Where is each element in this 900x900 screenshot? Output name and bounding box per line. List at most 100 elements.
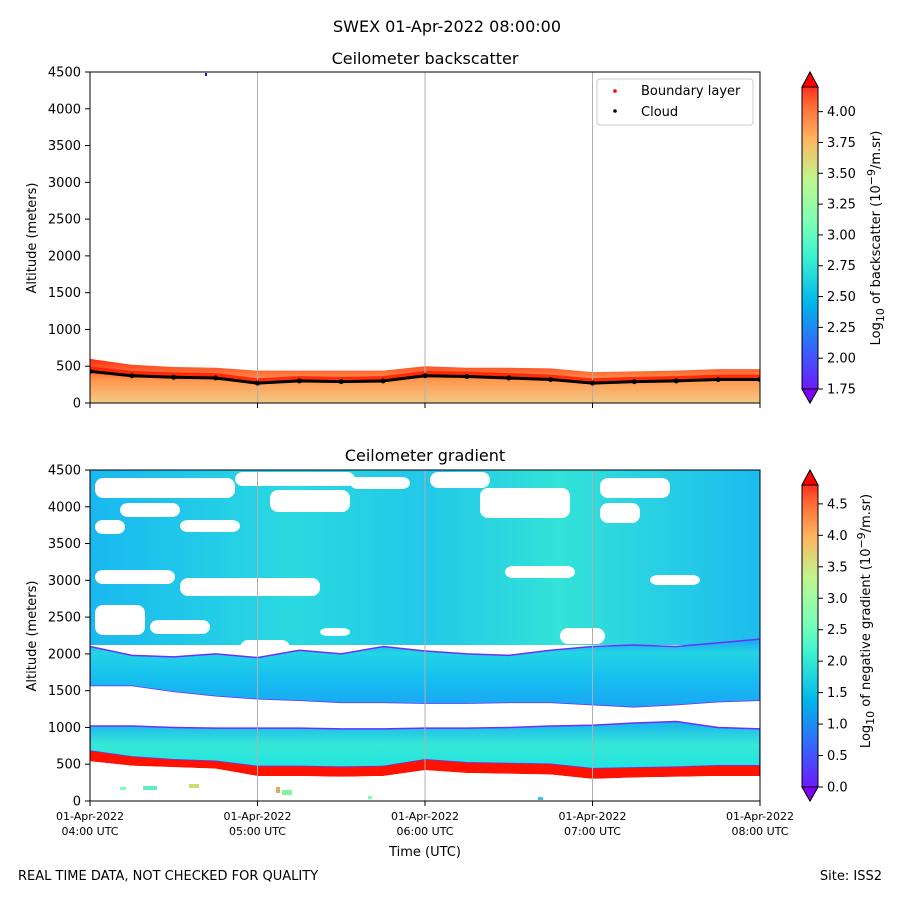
backscatter-x-axis bbox=[89, 403, 761, 408]
upper-gap bbox=[95, 520, 125, 534]
backscatter-colorbar-label: Log10 of backscatter (10−9/m.sr) bbox=[865, 131, 887, 346]
cloud-point bbox=[631, 379, 637, 385]
gradient-ytick-label: 3000 bbox=[48, 574, 81, 589]
backscatter-colorbar-tick-label: 4.00 bbox=[827, 105, 856, 120]
cloud-point bbox=[673, 378, 679, 384]
upper-gap bbox=[600, 478, 670, 498]
gradient-plot-area bbox=[90, 470, 760, 801]
gradient-ytick-label: 0 bbox=[73, 795, 81, 810]
gradient-ytick-label: 1500 bbox=[48, 684, 81, 699]
cloud-point bbox=[464, 374, 470, 380]
backscatter-colorbar-tick-label: 3.00 bbox=[827, 228, 856, 243]
cloud-point bbox=[380, 378, 386, 384]
upper-gap bbox=[350, 477, 410, 489]
cloud-point bbox=[506, 375, 512, 381]
upper-gap bbox=[270, 490, 350, 512]
legend-marker-boundary-layer bbox=[613, 89, 617, 93]
backscatter-colorbar-tick-label: 3.25 bbox=[827, 198, 856, 213]
gradient-x-axis: 01-Apr-2022 04:00 UTC 01-Apr-2022 05:00 UTC… bbox=[56, 801, 794, 838]
gradient-title: Ceilometer gradient bbox=[345, 446, 505, 465]
upper-gap bbox=[95, 570, 175, 584]
backscatter-colorbar-max-arrow bbox=[801, 70, 819, 88]
gradient-colorbar-tick-label: 3.0 bbox=[827, 592, 848, 607]
gradient-xtick-date: 01-Apr-2022 bbox=[391, 810, 459, 823]
gradient-colorbar-tick-label: 0.5 bbox=[827, 749, 848, 764]
gradient-colorbar-tick-label: 2.0 bbox=[827, 655, 848, 670]
footer-quality-note: REAL TIME DATA, NOT CHECKED FOR QUALITY bbox=[18, 869, 319, 884]
backscatter-y-axis: 0 500 1000 1500 2000 2500 3000 3500 4000 4500 bbox=[48, 66, 90, 412]
upper-gap bbox=[430, 472, 490, 488]
backscatter-ytick-label: 1000 bbox=[48, 323, 81, 338]
gradient-ytick-label: 4500 bbox=[48, 464, 81, 479]
backscatter-gridlines bbox=[257, 72, 593, 403]
backscatter-ytick-label: 3000 bbox=[48, 176, 81, 191]
legend-label-cloud: Cloud bbox=[641, 105, 678, 120]
gradient-colorbar-tick-label: 2.5 bbox=[827, 623, 848, 638]
gradient-colorbar-tick-label: 1.5 bbox=[827, 686, 848, 701]
cloud-point bbox=[590, 380, 595, 386]
backscatter-legend[interactable]: Boundary layer Cloud bbox=[596, 78, 754, 126]
figure-suptitle: SWEX 01-Apr-2022 08:00:00 bbox=[333, 17, 561, 36]
gradient-xtick-date: 01-Apr-2022 bbox=[726, 810, 794, 823]
gradient-xtick-time: 05:00 UTC bbox=[229, 825, 286, 838]
upper-gap bbox=[95, 605, 145, 635]
gradient-ytick-label: 2500 bbox=[48, 611, 81, 626]
backscatter-colorbar-body bbox=[801, 70, 819, 405]
gradient-xtick-time: 08:00 UTC bbox=[731, 825, 788, 838]
upper-gap bbox=[180, 578, 320, 596]
upper-gap bbox=[150, 620, 210, 634]
upper-gap bbox=[320, 628, 350, 636]
cloud-point bbox=[757, 376, 760, 382]
cloud-point bbox=[296, 378, 302, 384]
backscatter-panel: Ceilometer backscatter 0 500 1000 1500 2000 2… bbox=[25, 49, 887, 412]
upper-gap bbox=[600, 503, 640, 523]
gradient-ytick-label: 3500 bbox=[48, 537, 81, 552]
backscatter-plot-area bbox=[90, 72, 760, 403]
gradient-colorbar: 0.0 0.5 1.0 1.5 2.0 2.5 3.0 3.5 4.0 4.5 Log10 of … bbox=[801, 468, 877, 803]
backscatter-ytick-label: 2000 bbox=[48, 249, 81, 264]
gradient-xtick-date: 01-Apr-2022 bbox=[223, 810, 291, 823]
upper-gap bbox=[235, 472, 355, 486]
upper-gap bbox=[505, 566, 575, 578]
backscatter-ytick-label: 1500 bbox=[48, 286, 81, 301]
gradient-colorbar-max-arrow bbox=[801, 468, 819, 486]
gradient-colorbar-tick-label: 4.0 bbox=[827, 529, 848, 544]
upper-gap bbox=[480, 488, 570, 518]
gradient-ytick-label: 2000 bbox=[48, 647, 81, 662]
backscatter-title: Ceilometer backscatter bbox=[332, 49, 519, 68]
gradient-ytick-label: 500 bbox=[56, 758, 81, 773]
cloud-point bbox=[129, 373, 135, 379]
upper-gaps bbox=[95, 472, 700, 660]
upper-gap bbox=[650, 575, 700, 585]
backscatter-ylabel: Altitude (meters) bbox=[25, 183, 40, 294]
cloud-point bbox=[548, 376, 554, 382]
legend-label-boundary-layer: Boundary layer bbox=[641, 84, 741, 99]
gradient-panel: Ceilometer gradient 0 500 1000 1500 2000 2500… bbox=[25, 446, 877, 860]
backscatter-ytick-label: 4000 bbox=[48, 102, 81, 117]
cloud-point bbox=[422, 373, 428, 379]
gradient-ytick-label: 1000 bbox=[48, 721, 81, 736]
gradient-colorbar-min-arrow bbox=[801, 786, 819, 803]
cloud-point bbox=[213, 375, 219, 381]
gradient-colorbar-body bbox=[801, 468, 819, 803]
upper-gap bbox=[95, 478, 235, 498]
surface-specks bbox=[120, 784, 543, 800]
backscatter-colorbar-tick-label: 3.50 bbox=[827, 167, 856, 182]
backscatter-colorbar-tick-label: 1.75 bbox=[827, 383, 856, 398]
cloud-point bbox=[255, 380, 260, 386]
gradient-colorbar-tick-label: 0.0 bbox=[827, 781, 848, 796]
gradient-xtick-date: 01-Apr-2022 bbox=[558, 810, 626, 823]
backscatter-colorbar-tick-label: 2.75 bbox=[827, 259, 856, 274]
gradient-xtick-time: 06:00 UTC bbox=[396, 825, 453, 838]
upper-gap bbox=[120, 503, 180, 517]
backscatter-colorbar-tick-label: 3.75 bbox=[827, 136, 856, 151]
gradient-xtick-time: 04:00 UTC bbox=[61, 825, 118, 838]
gradient-colorbar-tick-label: 4.5 bbox=[827, 497, 848, 512]
backscatter-colorbar-tick-label: 2.50 bbox=[827, 290, 856, 305]
legend-marker-cloud bbox=[613, 109, 617, 113]
backscatter-colorbar-tick-label: 2.00 bbox=[827, 352, 856, 367]
backscatter-colorbar-tick-label: 2.25 bbox=[827, 321, 856, 336]
upper-gap bbox=[560, 628, 605, 644]
footer-site: Site: ISS2 bbox=[819, 869, 882, 884]
